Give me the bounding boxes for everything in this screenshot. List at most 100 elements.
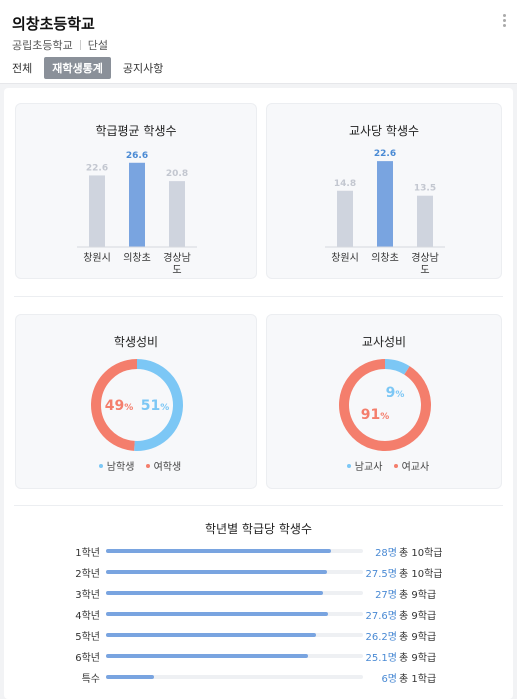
bar-category-label: 도 — [420, 265, 429, 276]
donut-slice-1 — [339, 359, 431, 451]
grade-row: 5학년 26.2명 총 9학급 — [4, 628, 513, 643]
legend-male-teacher-label: 남교사 — [354, 462, 383, 473]
bar-value-label: 14.8 — [334, 179, 356, 189]
grade-class-size-title: 학년별 학급당 학생수 — [205, 522, 312, 536]
legend-male-teacher-dot — [346, 464, 351, 468]
section-divider — [14, 505, 503, 506]
bar-category-label: 경상남 — [163, 251, 191, 264]
grade-bar-fill — [106, 549, 331, 553]
bar-value-label: 20.8 — [166, 169, 188, 179]
grade-row: 특수 6명 총 1학급 — [4, 670, 513, 685]
bar-value-label: 13.5 — [414, 184, 436, 194]
grade-label: 4학년 — [75, 611, 100, 622]
stats-content: 학급평균 학생수 22.6 창원시 26.6 의창초 20.8 경상남 도 교사당 학생수 … — [4, 88, 513, 699]
grade-class-count: 총 10학급 — [399, 569, 443, 580]
grade-bar-track — [106, 675, 363, 679]
grade-value: 6명 — [381, 674, 397, 685]
donut-value-label: 9% — [386, 385, 405, 401]
tab-overview[interactable]: 전체 — [12, 62, 33, 75]
grade-row: 2학년 27.5명 총 10학급 — [4, 565, 513, 580]
more-dot — [503, 19, 506, 22]
grade-value: 27명 — [375, 590, 397, 601]
grade-bar-track — [106, 570, 363, 574]
grade-value: 27.5명 — [365, 569, 397, 580]
donut-value-label: 91% — [361, 407, 390, 423]
sub-info-divider — [79, 40, 81, 50]
student-gender-title: 학생성비 — [113, 335, 159, 349]
school-kind: 단설 — [87, 39, 108, 52]
tab-bar: 전체 재학생통계 공지사항 — [12, 57, 175, 79]
grade-value: 25.1명 — [365, 653, 397, 664]
grade-row: 3학년 27명 총 9학급 — [4, 586, 513, 601]
grade-class-count: 총 10학급 — [399, 548, 443, 559]
bar-0 — [89, 175, 105, 247]
class-average-card: 학급평균 학생수 22.6 창원시 26.6 의창초 20.8 경상남 도 — [15, 103, 257, 279]
grade-class-count: 총 9학급 — [399, 611, 437, 622]
teacher-gender-donut: 9%91% — [339, 359, 431, 451]
grade-bar-track — [106, 654, 363, 658]
bar-1 — [377, 161, 393, 247]
grade-bar-fill — [106, 675, 155, 679]
teacher-gender-legend: 남교사 여교사 — [267, 458, 501, 473]
class-average-title: 학급평균 학생수 — [95, 124, 177, 138]
grade-bar-track — [106, 633, 363, 637]
tab-notices[interactable]: 공지사항 — [122, 62, 164, 75]
grade-label: 특수 — [81, 674, 100, 685]
bar-0 — [337, 190, 353, 247]
grade-bar-fill — [106, 591, 323, 595]
legend-male-label: 남학생 — [106, 462, 135, 473]
section-divider — [14, 296, 503, 297]
bar-category-label: 경상남 — [411, 251, 439, 264]
teacher-gender-card: 교사성비 9% 91% 남교사 여교사 — [266, 314, 502, 489]
grade-label: 6학년 — [75, 653, 100, 664]
tab-student-stats[interactable]: 재학생통계 — [44, 57, 111, 79]
bar-category-label: 도 — [172, 265, 181, 276]
grade-bar-fill — [106, 633, 317, 637]
legend-female-teacher-dot — [393, 464, 398, 468]
legend-female-dot — [145, 464, 150, 468]
bar-2 — [417, 195, 433, 247]
donut-slice-0 — [134, 359, 183, 451]
grade-row: 4학년 27.6명 총 9학급 — [4, 607, 513, 622]
school-name: 의창초등학교 — [12, 15, 95, 33]
bar-category-label: 의창초 — [123, 252, 151, 264]
legend-female-label: 여학생 — [153, 462, 182, 473]
grade-bar-fill — [106, 654, 308, 658]
bar-category-label: 창원시 — [83, 252, 111, 264]
grade-label: 1학년 — [75, 548, 100, 559]
more-dot — [503, 14, 506, 17]
more-options-icon[interactable] — [503, 14, 507, 30]
grade-class-count: 총 9학급 — [399, 653, 437, 664]
grade-class-count: 총 1학급 — [399, 674, 437, 685]
legend-male-dot — [98, 464, 103, 468]
legend-female-teacher-label: 여교사 — [401, 462, 430, 473]
student-gender-card: 학생성비 51% 49% 남학생 여학생 — [15, 314, 257, 489]
bar-category-label: 창원시 — [331, 252, 359, 264]
more-dot — [503, 24, 506, 27]
donut-value-label: 51% — [141, 398, 170, 414]
school-header: 의창초등학교 공립초등학교 단설 전체 재학생통계 공지사항 — [0, 0, 517, 84]
bar-value-label: 26.6 — [126, 151, 148, 161]
student-gender-legend: 남학생 여학생 — [16, 458, 256, 473]
teacher-gender-title: 교사성비 — [361, 335, 407, 349]
bar-value-label: 22.6 — [86, 163, 108, 173]
student-gender-donut: 51% 49% — [91, 359, 183, 451]
bar-category-label: 의창초 — [371, 252, 399, 264]
grade-bar-track — [106, 612, 363, 616]
grade-class-count: 총 9학급 — [399, 590, 437, 601]
students-per-teacher-card: 교사당 학생수 14.8 창원시 22.6 의창초 13.5 경상남 도 — [266, 103, 502, 279]
students-per-teacher-title: 교사당 학생수 — [348, 124, 420, 138]
grade-row: 1학년 28명 총 10학급 — [4, 544, 513, 559]
donut-slice-0 — [384, 359, 410, 375]
school-sub-info: 공립초등학교 단설 — [12, 37, 108, 53]
school-type: 공립초등학교 — [12, 39, 73, 52]
bar-value-label: 22.6 — [374, 149, 396, 159]
donut-slice-1 — [91, 359, 138, 451]
grade-bar-track — [106, 549, 363, 553]
grade-bar-track — [106, 591, 363, 595]
grade-label: 5학년 — [75, 632, 100, 643]
grade-bar-fill — [106, 612, 328, 616]
grade-value: 27.6명 — [365, 611, 397, 622]
